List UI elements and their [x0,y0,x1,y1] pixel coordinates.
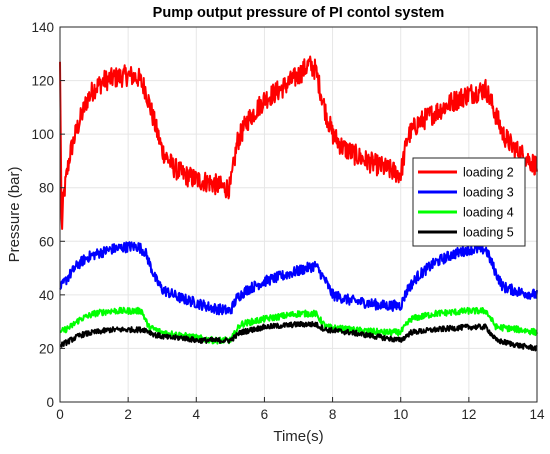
legend-entry: loading 2 [463,166,514,180]
y-tick-label: 80 [39,181,54,196]
x-tick-label: 12 [461,407,476,422]
series-line-3 [59,306,538,345]
y-tick-label: 100 [31,127,54,142]
series-line-1 [59,55,538,230]
series-line-4 [59,320,538,352]
series-group [59,55,538,352]
chart-title: Pump output pressure of PI contol system [153,5,445,21]
x-tick-label: 6 [261,407,269,422]
y-tick-labels: 0 20 40 60 80 100 120 140 [31,20,65,410]
legend-entry: loading 4 [463,206,514,220]
y-tick-label: 140 [31,20,54,35]
y-tick-label: 60 [39,234,54,249]
x-tick-label: 14 [529,407,545,422]
x-tick-label: 8 [329,407,337,422]
legend-entry: loading 5 [463,226,514,240]
y-tick-label: 120 [31,74,54,89]
x-tick-label: 10 [393,407,408,422]
x-tick-label: 0 [56,407,64,422]
plot-border [59,26,538,403]
legend-entry: loading 3 [463,186,514,200]
x-tick-label: 4 [193,407,201,422]
x-axis-label: Time(s) [273,428,323,445]
y-tick-label: 40 [39,288,54,303]
y-tick-label: 20 [39,341,54,356]
x-tick-label: 2 [124,407,132,422]
series-line-2 [59,241,538,316]
legend: loading 2 loading 3 loading 4 loading 5 [412,157,526,247]
y-tick-label: 0 [46,395,54,410]
y-axis-label: Pressure (bar) [6,167,23,263]
x-tick-labels: 0 2 4 6 8 10 12 14 [56,397,545,422]
